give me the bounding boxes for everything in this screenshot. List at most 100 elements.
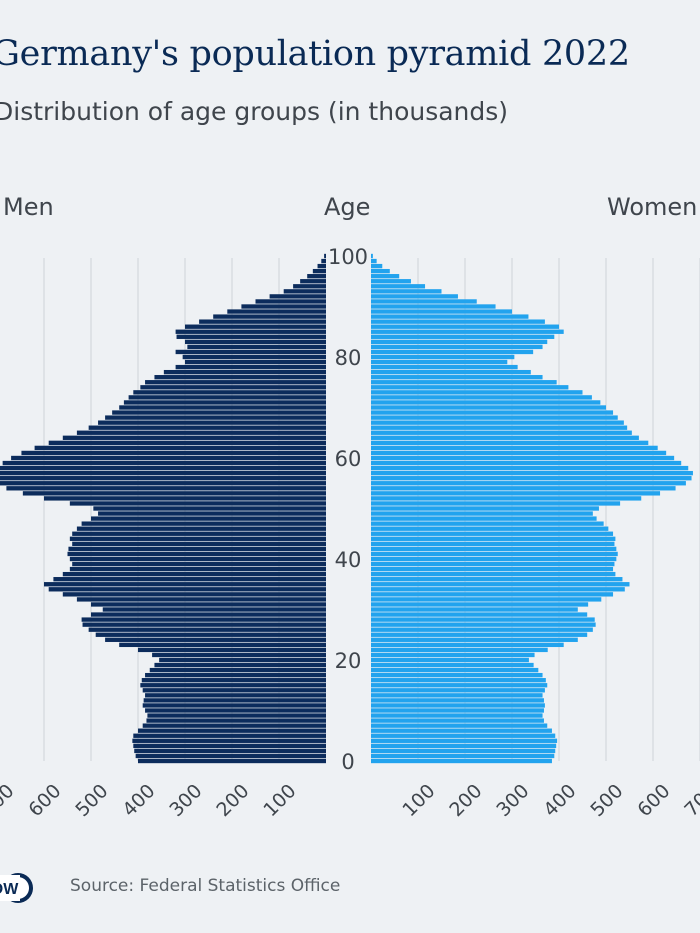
women-bar-age-40 <box>371 556 617 562</box>
men-bar-age-41 <box>67 551 326 557</box>
men-bar-age-25 <box>95 632 326 637</box>
women-bar-age-7 <box>371 723 548 728</box>
men-bar-age-78 <box>175 364 326 370</box>
women-bar-age-32 <box>371 597 602 602</box>
men-bar-age-92 <box>269 294 326 299</box>
men-bar-age-6 <box>138 728 326 733</box>
chart-title: Germany's population pyramid 2022 <box>0 34 630 74</box>
dw-logo-text: DW <box>0 881 19 898</box>
age-tick-label: 20 <box>335 649 362 673</box>
men-bar-age-39 <box>72 561 326 567</box>
men-bar-age-63 <box>48 440 326 446</box>
men-bar-age-95 <box>300 279 326 284</box>
men-bar-age-69 <box>112 410 327 415</box>
women-bar-age-83 <box>371 339 548 345</box>
women-bar-age-3 <box>371 743 557 749</box>
women-bar-age-99 <box>371 258 377 264</box>
women-bar-age-27 <box>371 622 596 627</box>
women-bar-age-37 <box>371 571 616 577</box>
women-bar-age-5 <box>371 733 556 738</box>
men-bar-age-11 <box>142 703 326 708</box>
men-bar-age-52 <box>44 496 326 501</box>
women-bar-age-92 <box>371 294 458 299</box>
men-bar-age-54 <box>6 486 327 491</box>
men-axis-ticks: 700 600 500 400 300 200 100 <box>0 780 301 821</box>
men-bar-age-60 <box>11 455 326 461</box>
men-bar-age-66 <box>88 425 327 430</box>
men-bar-age-47 <box>81 521 326 526</box>
men-bar-age-26 <box>88 627 327 632</box>
women-bar-age-69 <box>371 410 614 415</box>
women-bar-age-52 <box>371 496 642 501</box>
men-bar-age-67 <box>98 420 326 425</box>
men-bar-age-31 <box>91 602 326 607</box>
women-bar-age-9 <box>371 713 543 718</box>
women-bar-age-23 <box>371 642 564 648</box>
women-bar-age-97 <box>371 268 390 274</box>
men-bar-age-14 <box>142 688 326 693</box>
women-bar-age-94 <box>371 284 426 289</box>
men-axis-tick-label: 300 <box>165 780 206 821</box>
women-bar-age-64 <box>371 435 639 440</box>
men-bar-age-0 <box>138 758 326 764</box>
women-axis-tick-label: 300 <box>492 780 533 821</box>
men-bar-age-65 <box>76 430 327 435</box>
men-bar-age-12 <box>143 698 326 703</box>
women-bar-age-93 <box>371 289 442 294</box>
women-bar-age-96 <box>371 274 400 279</box>
men-bar-age-84 <box>176 334 326 339</box>
men-bar-age-56 <box>0 476 327 481</box>
men-bar-age-51 <box>69 501 326 506</box>
women-bar-age-56 <box>371 476 692 481</box>
source-note: Source: Federal Statistics Office <box>70 876 341 896</box>
men-bar-age-1 <box>135 753 326 759</box>
men-axis-tick-label: 200 <box>212 780 253 821</box>
men-bar-age-49 <box>98 511 326 516</box>
men-bar-age-16 <box>141 678 326 683</box>
women-bar-age-53 <box>371 491 661 496</box>
men-bar-age-93 <box>283 289 326 294</box>
women-bar-age-67 <box>371 420 624 425</box>
women-bar-age-77 <box>371 369 531 375</box>
men-bar-age-30 <box>102 607 326 612</box>
women-bar-age-17 <box>371 672 543 678</box>
men-bar-age-29 <box>91 612 326 617</box>
women-bar-age-54 <box>371 486 676 491</box>
men-bar-age-23 <box>119 642 326 648</box>
men-bar-age-90 <box>241 304 326 309</box>
women-bar-age-19 <box>371 662 534 668</box>
age-tick-label: 0 <box>341 750 354 774</box>
women-bar-age-57 <box>371 470 693 476</box>
women-bar-age-71 <box>371 400 601 405</box>
men-bar-age-64 <box>62 435 327 440</box>
men-bar-age-62 <box>34 445 326 451</box>
men-bar-age-82 <box>187 344 326 350</box>
men-bar-age-55 <box>0 481 326 486</box>
men-bar-age-15 <box>140 683 326 688</box>
men-bar-age-34 <box>48 587 326 592</box>
women-bar-age-39 <box>371 561 615 567</box>
men-bar-age-57 <box>0 470 327 476</box>
men-bar-age-50 <box>93 506 326 511</box>
men-bar-age-68 <box>105 415 326 420</box>
men-bar-age-46 <box>76 526 327 531</box>
women-axis-tick-label: 100 <box>398 780 439 821</box>
women-bar-age-51 <box>371 501 621 506</box>
women-bar-age-15 <box>371 683 548 688</box>
women-bar-age-6 <box>371 728 552 733</box>
women-bar-age-4 <box>371 738 558 743</box>
women-bar-age-55 <box>371 481 686 486</box>
men-axis-tick-label: 600 <box>24 780 65 821</box>
men-bar-age-13 <box>145 693 326 698</box>
men-bar-age-91 <box>255 299 326 304</box>
women-bar-age-28 <box>371 617 595 622</box>
men-bar-age-37 <box>62 571 327 577</box>
women-bar-age-91 <box>371 299 477 304</box>
men-bar-age-83 <box>185 339 326 345</box>
women-bar-age-82 <box>371 344 543 350</box>
women-bar-age-21 <box>371 652 535 658</box>
men-bar-age-48 <box>91 516 326 521</box>
women-bar-age-33 <box>371 592 614 597</box>
women-bar-age-85 <box>371 329 564 334</box>
